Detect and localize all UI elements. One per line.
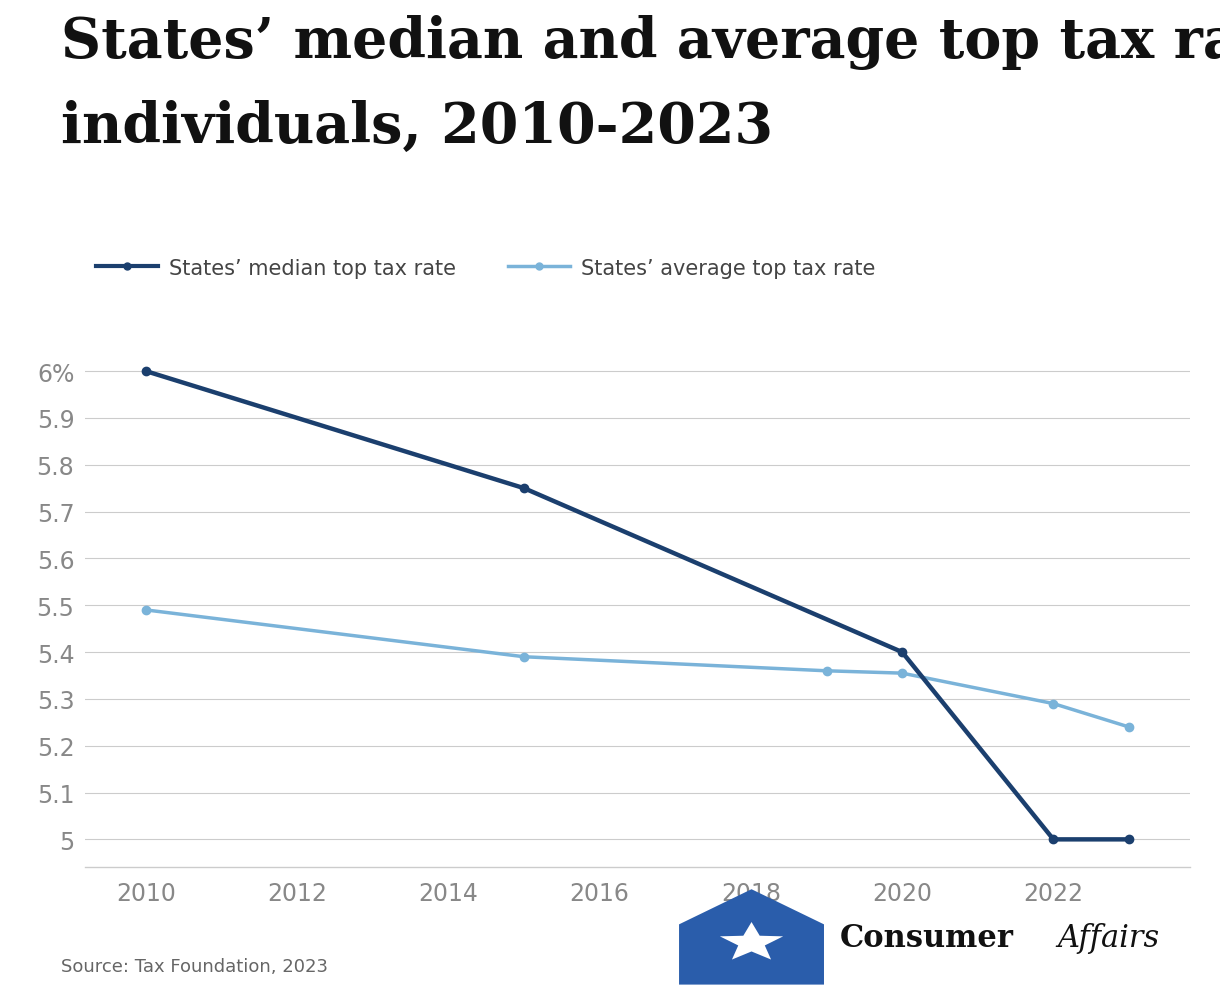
Text: individuals, 2010-2023: individuals, 2010-2023 <box>61 100 773 155</box>
Polygon shape <box>720 922 783 960</box>
Polygon shape <box>680 890 824 985</box>
Text: Affairs: Affairs <box>1058 923 1160 953</box>
Legend: States’ median top tax rate, States’ average top tax rate: States’ median top tax rate, States’ ave… <box>96 259 875 278</box>
Text: States’ median and average top tax rates for: States’ median and average top tax rates… <box>61 15 1220 70</box>
Text: Consumer: Consumer <box>841 923 1014 953</box>
Text: Source: Tax Foundation, 2023: Source: Tax Foundation, 2023 <box>61 957 328 975</box>
